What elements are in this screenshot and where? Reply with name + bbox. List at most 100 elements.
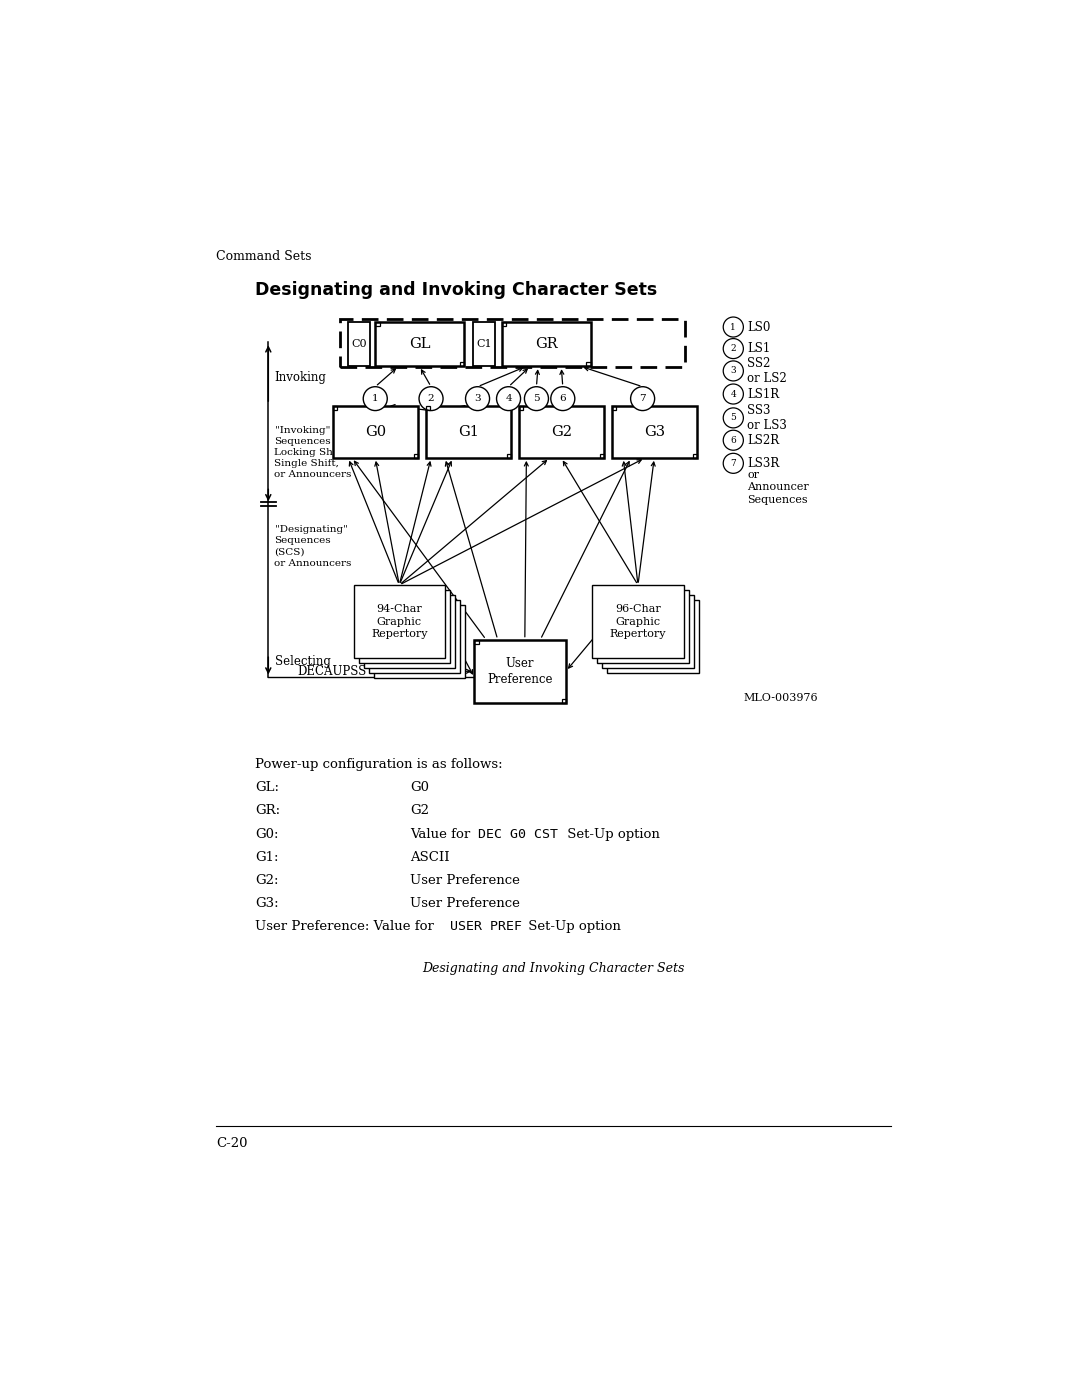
Text: G2: G2 [551,425,571,439]
Circle shape [724,338,743,359]
Text: Set-Up option: Set-Up option [563,827,660,841]
Bar [368,599,460,673]
Bar [474,640,566,703]
Text: 1: 1 [372,394,379,404]
Text: SS2
or LS2: SS2 or LS2 [747,356,787,386]
Bar [375,321,464,366]
Text: "Designating"
Sequences
(SCS)
or Announcers: "Designating" Sequences (SCS) or Announc… [274,525,352,567]
Bar [507,454,511,458]
Text: ASCII: ASCII [410,851,449,863]
Text: 2: 2 [428,394,434,404]
Text: G3:: G3: [255,897,279,909]
Circle shape [419,387,443,411]
Text: MLO-003976: MLO-003976 [743,693,818,703]
Circle shape [724,453,743,474]
Text: DEC G0 CST: DEC G0 CST [477,827,557,841]
Text: Value for: Value for [410,827,474,841]
Bar [603,595,693,668]
Bar [374,605,465,678]
Bar [426,407,430,411]
Bar [607,599,699,673]
Text: User
Preference: User Preference [487,657,553,686]
Text: LS3R: LS3R [747,457,780,469]
Text: 5: 5 [730,414,737,422]
Text: USER PREF: USER PREF [449,921,522,933]
Bar [611,405,697,458]
Text: 3: 3 [474,394,481,404]
Text: 94-Char
Graphic
Repertory: 94-Char Graphic Repertory [372,604,428,638]
Text: SS3
or LS3: SS3 or LS3 [747,404,787,432]
Text: User Preference: User Preference [410,873,519,887]
Text: GR: GR [535,337,557,351]
Text: 4: 4 [730,390,737,398]
Text: Designating and Invoking Character Sets: Designating and Invoking Character Sets [422,961,685,975]
Bar [501,323,505,327]
Text: 7: 7 [730,458,737,468]
Text: Set-Up option: Set-Up option [524,921,621,933]
Bar [359,590,450,664]
Bar [348,323,369,366]
Bar [426,405,511,458]
Bar [518,407,523,411]
Circle shape [465,387,489,411]
Text: 4: 4 [505,394,512,404]
Text: "Invoking"
Sequences
Locking Shift,
Single Shift,
or Announcers: "Invoking" Sequences Locking Shift, Sing… [274,426,352,479]
Text: G0:: G0: [255,827,279,841]
Text: G0: G0 [365,425,386,439]
Text: G2: G2 [410,805,429,817]
Circle shape [724,317,743,337]
Text: GR:: GR: [255,805,280,817]
Text: User Preference: Value for: User Preference: Value for [255,921,438,933]
Text: 96-Char
Graphic
Repertory: 96-Char Graphic Repertory [610,604,666,638]
Bar [375,323,379,327]
Bar [414,454,418,458]
Text: Selecting: Selecting [274,655,330,669]
Bar [353,585,445,658]
Bar [340,320,685,367]
Text: LS1R: LS1R [747,387,780,401]
Text: LS2R: LS2R [747,433,780,447]
Text: LS0: LS0 [747,320,771,334]
Text: G1:: G1: [255,851,279,863]
Circle shape [724,408,743,427]
Text: User Preference: User Preference [410,897,519,909]
Text: G3: G3 [644,425,665,439]
Bar [599,454,604,458]
Text: DECAUPSS: DECAUPSS [298,665,367,679]
Text: C-20: C-20 [216,1137,248,1150]
Circle shape [363,387,388,411]
Circle shape [497,387,521,411]
Bar [474,640,478,644]
Bar [333,405,418,458]
Text: LS1: LS1 [747,342,770,355]
Bar [692,454,697,458]
Text: 2: 2 [730,344,737,353]
Text: Designating and Invoking Character Sets: Designating and Invoking Character Sets [255,281,658,299]
Text: C1: C1 [476,339,491,349]
Text: G0: G0 [410,781,429,795]
Bar [597,590,689,664]
Circle shape [724,430,743,450]
Text: 1: 1 [730,323,737,331]
Text: 6: 6 [559,394,566,404]
Bar [562,698,566,703]
Text: G1: G1 [458,425,478,439]
Text: Power-up configuration is as follows:: Power-up configuration is as follows: [255,759,503,771]
Text: GL: GL [409,337,431,351]
Bar [586,362,591,366]
Bar [592,585,684,658]
Bar [460,362,464,366]
Text: 3: 3 [730,366,737,376]
Circle shape [551,387,575,411]
Text: Command Sets: Command Sets [216,250,312,263]
Bar [333,407,337,411]
Text: 5: 5 [534,394,540,404]
Bar [501,321,591,366]
Bar [518,405,604,458]
Text: or
Announcer
Sequences: or Announcer Sequences [747,469,809,504]
Text: G2:: G2: [255,873,279,887]
Text: C0: C0 [351,339,367,349]
Text: Invoking: Invoking [274,370,326,384]
Text: 7: 7 [639,394,646,404]
Bar [611,407,616,411]
